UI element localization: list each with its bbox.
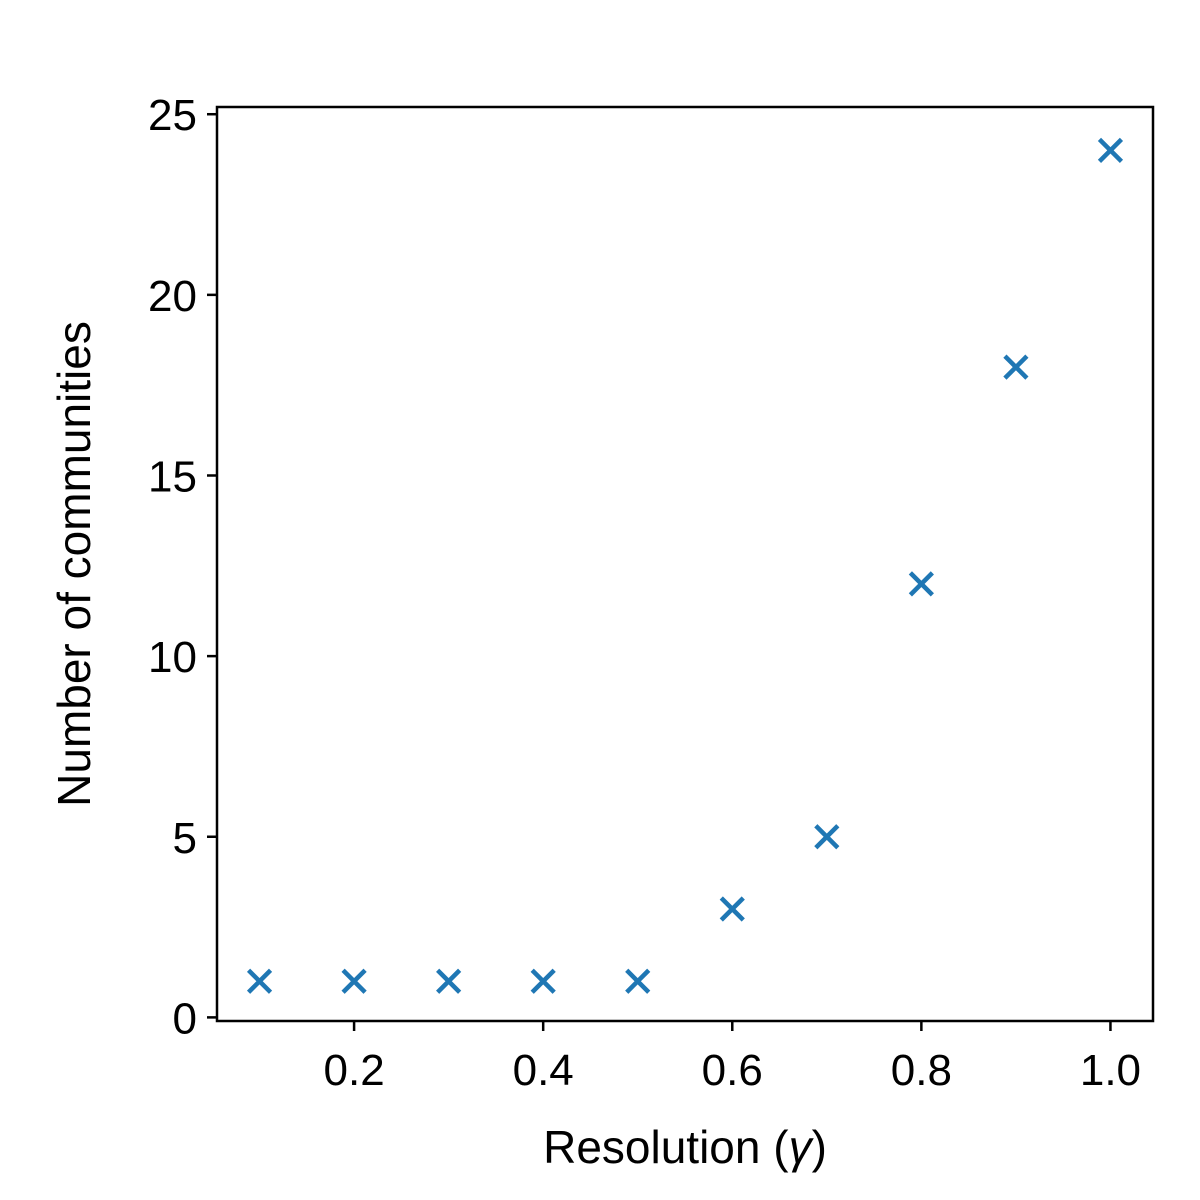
x-axis-label-prefix: Resolution (: [543, 1121, 789, 1173]
data-point: [1003, 354, 1029, 380]
data-point: [341, 968, 367, 994]
data-point: [625, 968, 651, 994]
y-tick-label: 0: [173, 994, 197, 1043]
y-axis-label: Number of communities: [48, 321, 100, 807]
x-axis: 0.2 0.4 0.6 0.8 1.0: [324, 1021, 1141, 1095]
axes-frame: [215, 105, 1155, 1023]
x-tick-label: 0.2: [324, 1046, 385, 1095]
data-point: [719, 896, 745, 922]
data-point: [246, 968, 273, 994]
y-tick-label: 5: [173, 814, 197, 863]
x-tick-label: 0.4: [513, 1046, 574, 1095]
data-point: [908, 571, 934, 597]
x-axis-label: Resolution (γ): [543, 1121, 827, 1173]
x-tick-label: 1.0: [1080, 1046, 1141, 1095]
data-point: [1097, 137, 1124, 163]
y-tick-label: 10: [148, 633, 197, 682]
x-axis-label-suffix: ): [812, 1121, 827, 1173]
y-axis: 0 5 10 15 20 25: [148, 91, 217, 1043]
plot-area: [215, 105, 1155, 1023]
y-tick-label: 15: [148, 452, 197, 501]
x-tick-label: 0.6: [702, 1046, 763, 1095]
data-point: [436, 968, 462, 994]
x-tick-label: 0.8: [891, 1046, 952, 1095]
data-series: [246, 137, 1124, 994]
data-point: [814, 824, 840, 850]
y-tick-label: 25: [148, 91, 197, 140]
data-point: [530, 968, 556, 994]
x-axis-label-symbol: γ: [789, 1121, 815, 1173]
y-tick-label: 20: [148, 272, 197, 321]
